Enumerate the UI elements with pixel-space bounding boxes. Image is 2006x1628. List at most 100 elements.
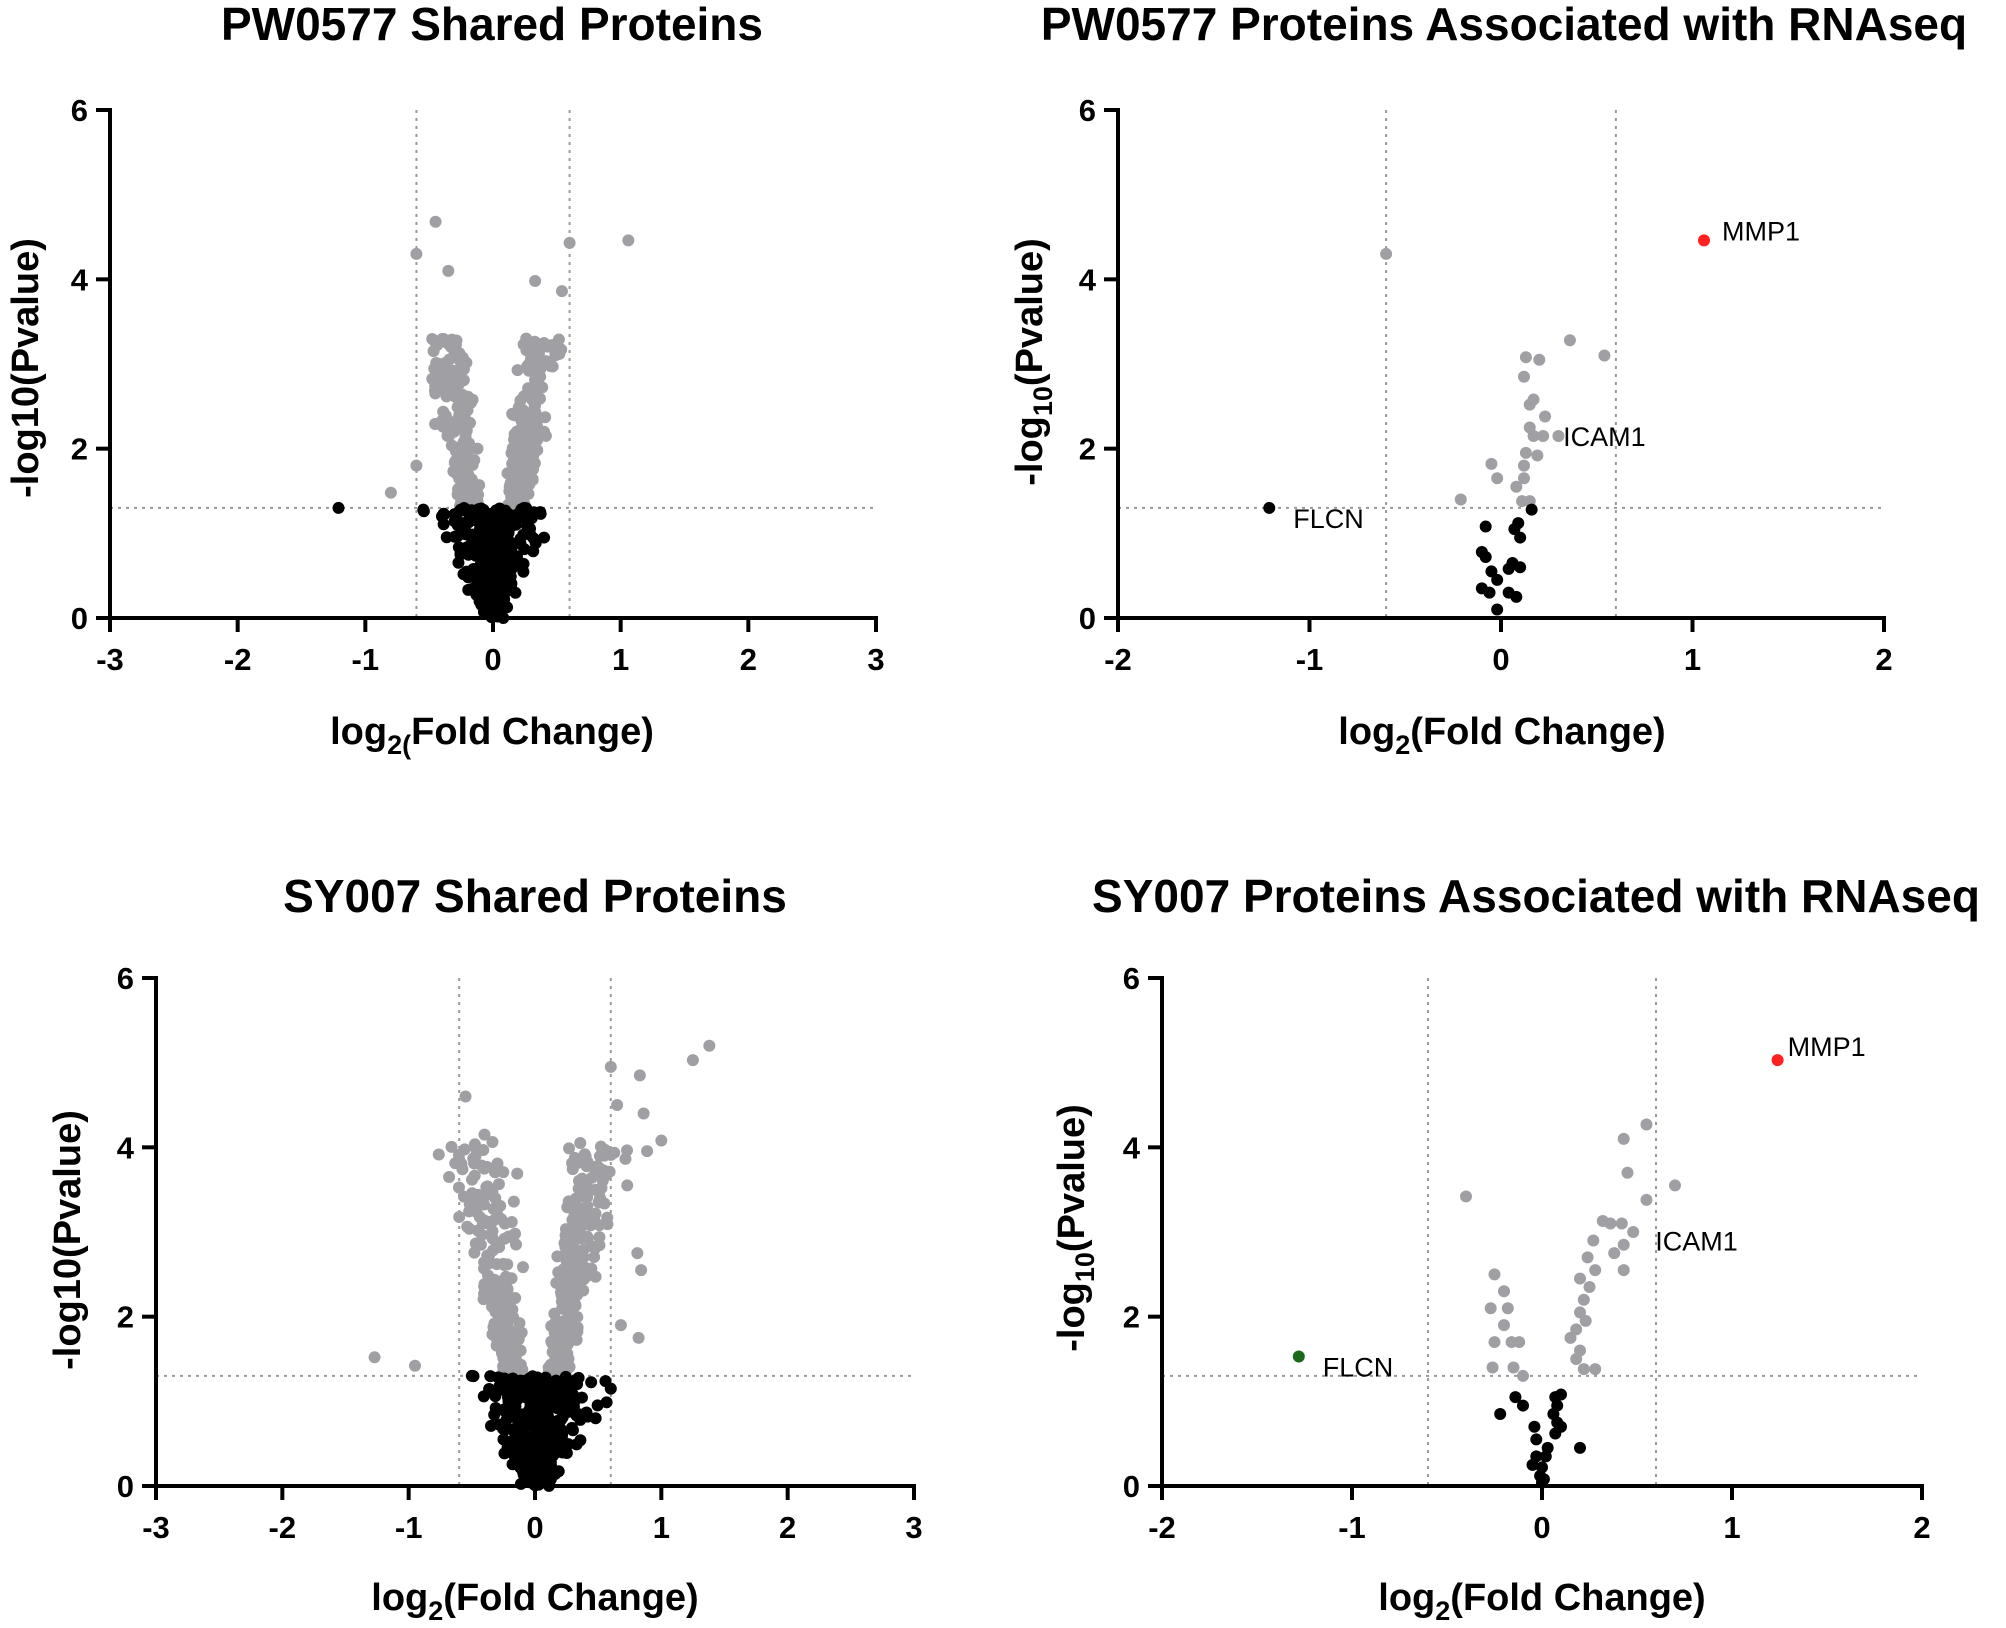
- data-point-significant: [436, 332, 449, 345]
- chart-title: PW0577 Shared Proteins: [221, 0, 763, 50]
- data-point-significant: [1537, 429, 1550, 442]
- data-point-nonsignificant: [534, 506, 547, 519]
- data-point-significant: [497, 1166, 510, 1179]
- data-point-significant: [529, 275, 542, 288]
- data-point-significant: [432, 1148, 445, 1161]
- x-axis-label-rest: (Fold Change): [443, 1577, 698, 1619]
- data-point-significant: [450, 334, 463, 347]
- data-point-nonsignificant: [477, 1390, 490, 1403]
- x-axis-label: log2(Fold Change): [330, 711, 654, 760]
- plot-area: -3 -2 -1 0 1 2 3 0 2 4 6: [71, 93, 885, 677]
- y-axis-label-main: -log: [1051, 1282, 1093, 1352]
- data-point-significant: [470, 1197, 483, 1210]
- data-point-nonsignificant: [452, 556, 465, 569]
- data-point-significant: [445, 1140, 458, 1153]
- data-point-significant: [453, 377, 466, 390]
- data-point-significant: [451, 413, 464, 426]
- data-point-significant: [427, 372, 440, 385]
- data-point-significant: [1640, 1193, 1653, 1206]
- data-point-significant: [572, 1281, 585, 1294]
- data-point-up-highlight: [1771, 1054, 1784, 1067]
- data-point-significant: [574, 1137, 587, 1150]
- data-point-significant: [459, 1090, 472, 1103]
- data-point-nonsignificant: [1530, 1433, 1543, 1446]
- panel-sy007-rnaseq: SY007 Proteins Associated with RNAseq MM…: [1051, 870, 1980, 1626]
- data-point-nonsignificant: [510, 550, 523, 563]
- data-point-significant: [1460, 1190, 1472, 1203]
- x-axis-label-subscript: 2: [1395, 730, 1410, 760]
- data-point-significant: [563, 1142, 576, 1155]
- y-axis-label: -log10(Pvalue): [1051, 1104, 1100, 1352]
- x-tick-label: 0: [1492, 642, 1509, 677]
- data-point-significant: [514, 402, 527, 415]
- data-point-significant: [495, 1318, 508, 1331]
- data-point-nonsignificant: [484, 1419, 497, 1432]
- data-point-significant: [1527, 429, 1540, 442]
- y-tick-label: 4: [1079, 262, 1097, 297]
- data-point-nonsignificant: [489, 1402, 502, 1415]
- data-point-significant: [703, 1039, 716, 1052]
- data-point-nonsignificant: [497, 552, 510, 565]
- data-point-nonsignificant: [575, 1391, 588, 1404]
- data-point-significant: [473, 479, 486, 492]
- data-point-significant: [593, 1231, 606, 1244]
- data-point-significant: [453, 1154, 466, 1167]
- data-point-nonsignificant: [332, 501, 345, 514]
- point-label: FLCN: [1293, 504, 1364, 534]
- data-point-nonsignificant: [475, 598, 488, 611]
- data-point-nonsignificant: [530, 1372, 543, 1385]
- data-point-significant: [1380, 247, 1393, 260]
- data-point-significant: [575, 1249, 588, 1262]
- x-axis-label-subscript: 2(: [387, 730, 411, 760]
- data-point-significant: [483, 1248, 496, 1261]
- data-point-nonsignificant: [518, 1449, 531, 1462]
- data-point-significant: [1574, 1306, 1586, 1319]
- data-point-nonsignificant: [465, 1369, 478, 1382]
- data-point-significant: [1596, 1214, 1609, 1227]
- data-point-significant: [490, 1258, 503, 1271]
- data-point-nonsignificant: [1491, 573, 1504, 586]
- data-point-significant: [1615, 1217, 1628, 1230]
- x-tick-label: 1: [1723, 1510, 1740, 1545]
- data-point-nonsignificant: [435, 510, 448, 523]
- data-point-significant: [1539, 410, 1552, 423]
- data-point-nonsignificant: [591, 1399, 604, 1412]
- data-point-significant: [488, 1273, 501, 1286]
- data-point-significant: [512, 478, 525, 491]
- data-point-significant: [539, 411, 552, 424]
- x-tick-label: -2: [224, 642, 252, 677]
- data-point-nonsignificant: [1263, 501, 1276, 514]
- data-point-significant: [1533, 353, 1546, 366]
- data-point-significant: [442, 264, 455, 277]
- data-point-nonsignificant: [467, 541, 480, 554]
- data-point-significant: [1563, 334, 1576, 347]
- data-point-significant: [501, 1258, 514, 1271]
- data-point-nonsignificant: [1491, 603, 1504, 616]
- x-axis-label-subscript: 2: [1435, 1596, 1450, 1626]
- y-tick-label: 0: [1079, 601, 1096, 636]
- data-point-significant: [596, 1174, 609, 1187]
- data-point-significant: [1454, 493, 1467, 506]
- x-tick-label: -1: [352, 642, 380, 677]
- data-point-nonsignificant: [1514, 531, 1527, 544]
- data-point-significant: [477, 1293, 490, 1306]
- data-point-significant: [576, 1172, 589, 1185]
- data-point-significant: [501, 1282, 514, 1295]
- data-point-significant: [593, 1162, 606, 1175]
- data-point-significant: [601, 1211, 614, 1224]
- data-point-nonsignificant: [1508, 523, 1521, 536]
- y-tick-label: 2: [1123, 1300, 1140, 1335]
- data-point-significant: [441, 375, 454, 388]
- data-point-significant: [631, 1247, 644, 1260]
- data-point-nonsignificant: [509, 586, 522, 599]
- data-point-significant: [430, 357, 443, 370]
- y-axis-label-main: -log: [1009, 416, 1051, 486]
- x-tick-label: 1: [612, 642, 629, 677]
- data-point-significant: [571, 1310, 584, 1323]
- data-point-significant: [491, 1157, 504, 1170]
- data-point-significant: [1498, 1319, 1510, 1332]
- data-point-nonsignificant: [550, 1374, 563, 1387]
- data-point-significant: [1589, 1264, 1602, 1277]
- x-axis-label-rest: (Fold Change): [1410, 711, 1665, 753]
